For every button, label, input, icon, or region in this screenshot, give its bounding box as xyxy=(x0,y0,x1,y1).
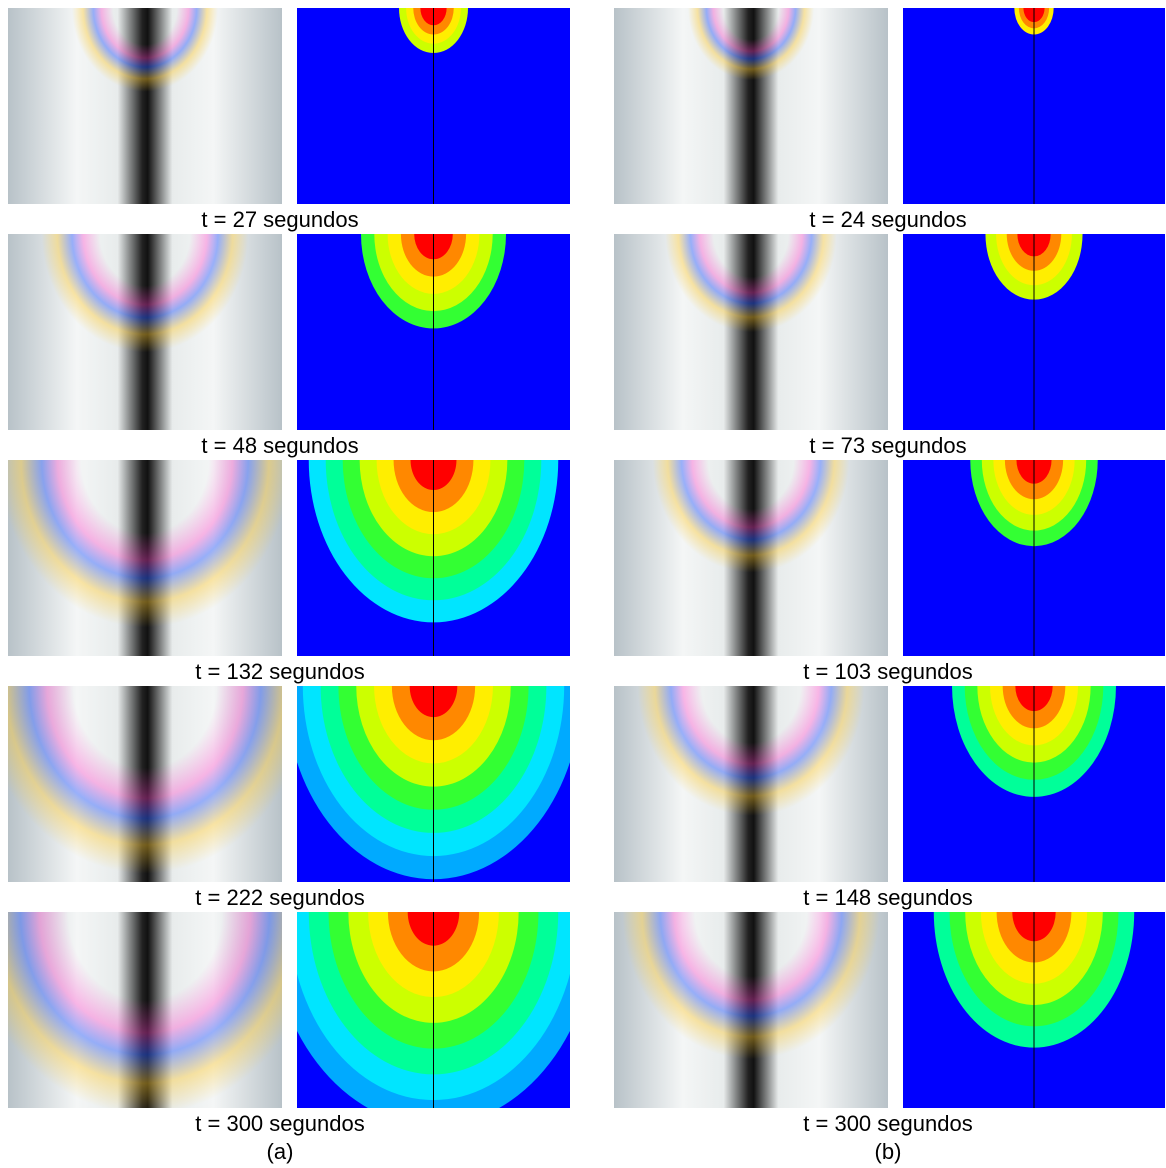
photoelastic-image xyxy=(8,460,282,656)
photoelastic-image xyxy=(614,8,888,204)
caption: t = 222 segundos xyxy=(80,886,480,910)
fem-contour xyxy=(903,912,1165,1108)
fem-contour xyxy=(297,912,570,1108)
fem-contour xyxy=(903,460,1165,656)
fem-contour xyxy=(903,234,1165,430)
photoelastic-image xyxy=(8,234,282,430)
caption: t = 300 segundos xyxy=(688,1112,1088,1136)
caption: t = 103 segundos xyxy=(688,660,1088,684)
fem-contour xyxy=(297,8,570,204)
caption: t = 48 segundos xyxy=(80,434,480,458)
fem-contour xyxy=(297,234,570,430)
photoelastic-image xyxy=(8,8,282,204)
caption: t = 24 segundos xyxy=(688,208,1088,232)
fem-contour xyxy=(903,8,1165,204)
panel-label: (b) xyxy=(688,1140,1088,1164)
panel-label: (a) xyxy=(80,1140,480,1164)
fem-contour xyxy=(297,460,570,656)
photoelastic-image xyxy=(614,234,888,430)
figure: t = 27 segundos t = 48 segundos t = 132 se… xyxy=(0,0,1166,1168)
photoelastic-image xyxy=(614,912,888,1108)
caption: t = 132 segundos xyxy=(80,660,480,684)
caption: t = 148 segundos xyxy=(688,886,1088,910)
photoelastic-image xyxy=(614,686,888,882)
caption: t = 27 segundos xyxy=(80,208,480,232)
caption: t = 300 segundos xyxy=(80,1112,480,1136)
caption: t = 73 segundos xyxy=(688,434,1088,458)
photoelastic-image xyxy=(614,460,888,656)
fem-contour xyxy=(903,686,1165,882)
fem-contour xyxy=(297,686,570,882)
photoelastic-image xyxy=(8,686,282,882)
photoelastic-image xyxy=(8,912,282,1108)
